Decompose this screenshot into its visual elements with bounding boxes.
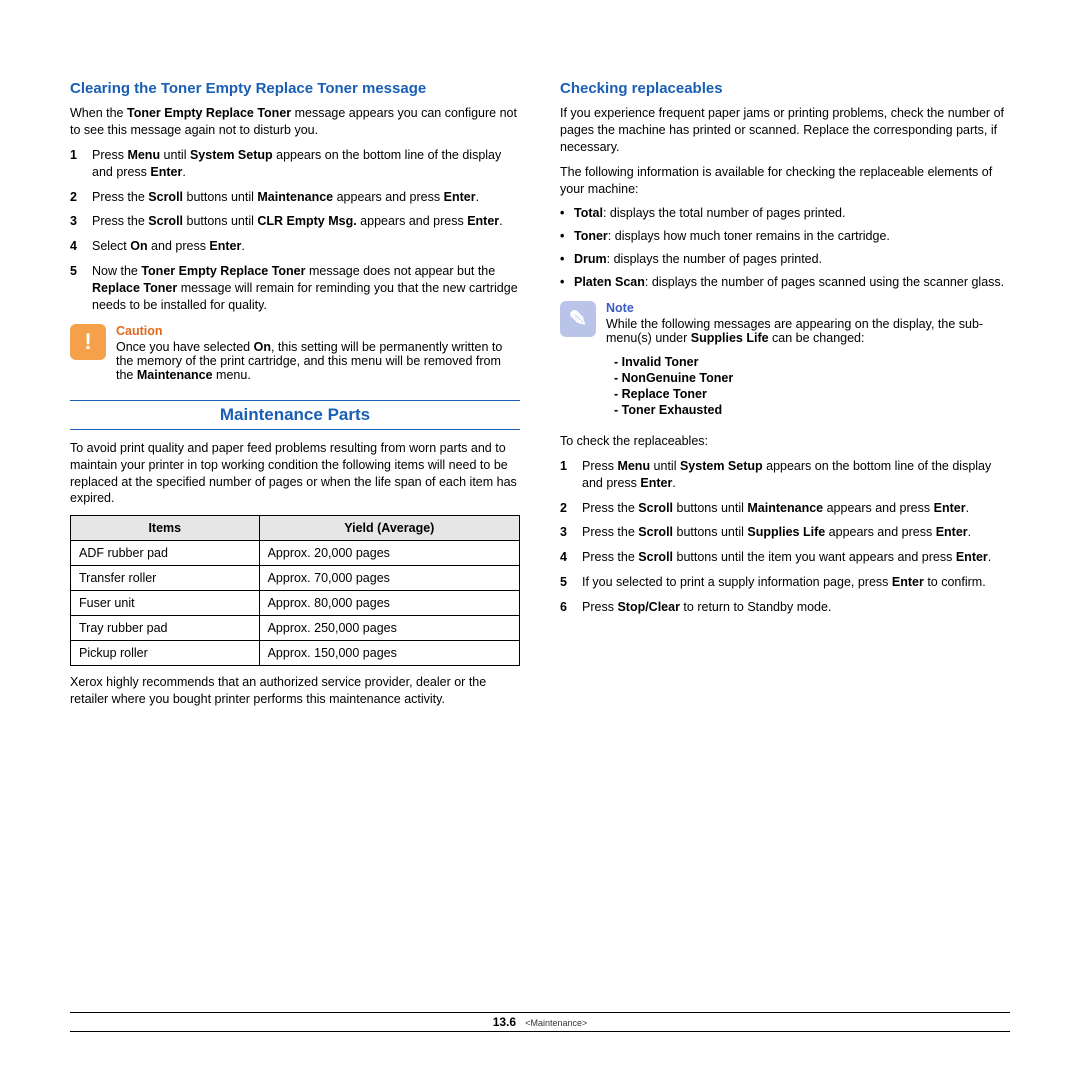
- bullet-item: Platen Scan: displays the number of page…: [560, 274, 1010, 291]
- step-item: 5If you selected to print a supply infor…: [560, 574, 1010, 591]
- intro-text: When the Toner Empty Replace Toner messa…: [70, 105, 520, 139]
- dash-item: Invalid Toner: [614, 355, 1010, 369]
- heading-checking-replaceables: Checking replaceables: [560, 80, 1010, 97]
- heading-clearing-toner: Clearing the Toner Empty Replace Toner m…: [70, 80, 520, 97]
- step-item: 1Press Menu until System Setup appears o…: [560, 458, 1010, 492]
- table-header: Yield (Average): [259, 516, 519, 541]
- step-item: 3Press the Scroll buttons until CLR Empt…: [70, 213, 520, 230]
- step-item: 2Press the Scroll buttons until Maintena…: [70, 189, 520, 206]
- dash-item: NonGenuine Toner: [614, 371, 1010, 385]
- table-row: Tray rubber padApprox. 250,000 pages: [71, 616, 520, 641]
- right-p3: To check the replaceables:: [560, 433, 1010, 450]
- table-cell: Pickup roller: [71, 641, 260, 666]
- table-cell: Approx. 250,000 pages: [259, 616, 519, 641]
- step-item: 2Press the Scroll buttons until Maintena…: [560, 500, 1010, 517]
- caution-callout: ! Caution Once you have selected On, thi…: [70, 324, 520, 382]
- step-item: 6Press Stop/Clear to return to Standby m…: [560, 599, 1010, 616]
- step-item: 3Press the Scroll buttons until Supplies…: [560, 524, 1010, 541]
- parts-intro: To avoid print quality and paper feed pr…: [70, 440, 520, 508]
- step-item: 5Now the Toner Empty Replace Toner messa…: [70, 263, 520, 314]
- table-cell: ADF rubber pad: [71, 541, 260, 566]
- page-footer: 13.6 <Maintenance>: [70, 1012, 1010, 1032]
- table-cell: Approx. 20,000 pages: [259, 541, 519, 566]
- table-row: Fuser unitApprox. 80,000 pages: [71, 591, 520, 616]
- table-cell: Fuser unit: [71, 591, 260, 616]
- bullet-item: Toner: displays how much toner remains i…: [560, 228, 1010, 245]
- note-icon: ✎: [560, 301, 596, 337]
- parts-table: ItemsYield (Average) ADF rubber padAppro…: [70, 515, 520, 666]
- note-label: Note: [606, 301, 1010, 315]
- caution-label: Caution: [116, 324, 520, 338]
- table-row: ADF rubber padApprox. 20,000 pages: [71, 541, 520, 566]
- page-number: 13.6: [493, 1015, 516, 1029]
- dash-item: Toner Exhausted: [614, 403, 1010, 417]
- table-cell: Tray rubber pad: [71, 616, 260, 641]
- content-columns: Clearing the Toner Empty Replace Toner m…: [70, 80, 1010, 716]
- right-p2: The following information is available f…: [560, 164, 1010, 198]
- parts-outro: Xerox highly recommends that an authoriz…: [70, 674, 520, 708]
- step-item: 4Press the Scroll buttons until the item…: [560, 549, 1010, 566]
- table-row: Pickup rollerApprox. 150,000 pages: [71, 641, 520, 666]
- table-header: Items: [71, 516, 260, 541]
- left-column: Clearing the Toner Empty Replace Toner m…: [70, 80, 520, 716]
- section-name: <Maintenance>: [525, 1018, 587, 1028]
- dash-item: Replace Toner: [614, 387, 1010, 401]
- heading-maintenance-parts: Maintenance Parts: [70, 400, 520, 430]
- note-body: While the following messages are appeari…: [606, 317, 983, 345]
- table-cell: Approx. 150,000 pages: [259, 641, 519, 666]
- step-item: 1Press Menu until System Setup appears o…: [70, 147, 520, 181]
- note-dash-list: Invalid Toner NonGenuine Toner Replace Ton…: [614, 355, 1010, 417]
- step-item: 4Select On and press Enter.: [70, 238, 520, 255]
- bullets-list: Total: displays the total number of page…: [560, 205, 1010, 291]
- note-callout: ✎ Note While the following messages are …: [560, 301, 1010, 419]
- table-row: Transfer rollerApprox. 70,000 pages: [71, 566, 520, 591]
- table-cell: Approx. 70,000 pages: [259, 566, 519, 591]
- steps-list-right: 1Press Menu until System Setup appears o…: [560, 458, 1010, 616]
- table-cell: Approx. 80,000 pages: [259, 591, 519, 616]
- caution-icon: !: [70, 324, 106, 360]
- right-p1: If you experience frequent paper jams or…: [560, 105, 1010, 156]
- bullet-item: Drum: displays the number of pages print…: [560, 251, 1010, 268]
- steps-list-left: 1Press Menu until System Setup appears o…: [70, 147, 520, 314]
- right-column: Checking replaceables If you experience …: [560, 80, 1010, 716]
- bullet-item: Total: displays the total number of page…: [560, 205, 1010, 222]
- table-cell: Transfer roller: [71, 566, 260, 591]
- caution-body: Once you have selected On, this setting …: [116, 340, 502, 382]
